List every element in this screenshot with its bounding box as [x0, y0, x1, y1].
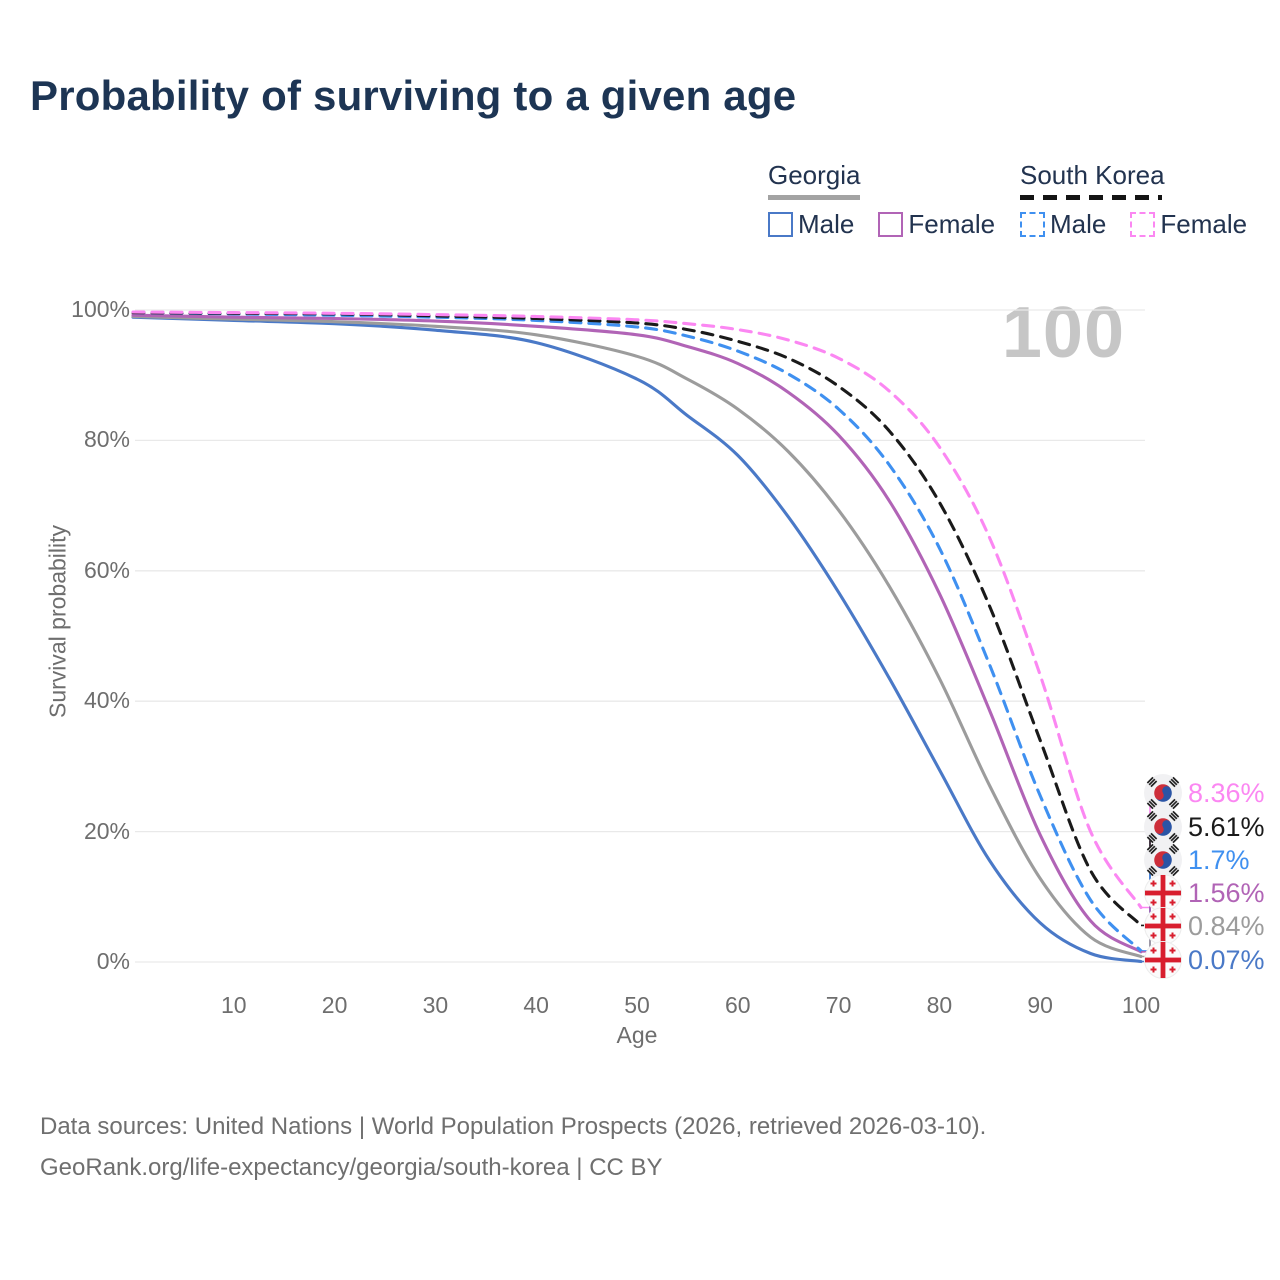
south-korea-male-swatch-icon: [1020, 212, 1045, 237]
legend-header-georgia: Georgia: [768, 160, 861, 190]
end-value: 1.56%: [1188, 877, 1265, 908]
south-korea-flag-icon: [1144, 774, 1182, 812]
georgia-flag-icon: [1144, 907, 1182, 945]
x-tick-50: 50: [624, 992, 650, 1018]
legend-group-south-korea: South Korea Male Female: [1020, 160, 1260, 240]
y-tick-60%: 60%: [83, 556, 130, 583]
x-tick-20: 20: [321, 992, 348, 1018]
series-line-georgia-female: [131, 313, 1143, 954]
legend-header-south-korea: South Korea: [1020, 160, 1165, 190]
x-tick-80: 80: [926, 992, 953, 1018]
x-axis-title: Age: [616, 1022, 658, 1048]
footer-line-2: GeoRank.org/life-expectancy/georgia/sout…: [40, 1154, 663, 1181]
series-line-south-korea-female: [131, 310, 1143, 910]
series-line-south-korea-both-sexes: [131, 311, 1143, 927]
end-value: 5.61%: [1188, 811, 1265, 842]
georgia-flag-icon: [1144, 941, 1182, 979]
page-title: Probability of surviving to a given age: [30, 72, 797, 119]
x-tick-40: 40: [523, 992, 549, 1018]
series-line-south-korea-male: [131, 311, 1143, 953]
legend-group-georgia: Georgia Male Female: [768, 160, 1008, 240]
end-label-south-korea-female: 8.36%: [1144, 774, 1265, 812]
y-tick-100%: 100%: [71, 296, 130, 322]
south-korea-flag-icon: [1144, 808, 1182, 846]
end-label-georgia-female: 1.56%: [1144, 874, 1265, 912]
x-tick-30: 30: [422, 992, 449, 1018]
legend-item-georgia-male: Male: [768, 209, 854, 240]
x-tick-90: 90: [1027, 992, 1053, 1018]
legend-item-label: Female: [908, 209, 996, 239]
legend-item-label: Female: [1160, 209, 1248, 239]
end-label-south-korea-both: 5.61%: [1144, 808, 1265, 846]
south-korea-flag-icon: [1144, 841, 1182, 879]
legend-item-label: Male: [798, 209, 855, 239]
legend-item-south-korea-male: Male: [1020, 209, 1106, 240]
series-line-georgia-both-sexes: [131, 314, 1143, 959]
x-tick-70: 70: [825, 992, 852, 1018]
south-korea-female-swatch-icon: [1130, 212, 1156, 237]
end-label-georgia-both: 0.84%: [1144, 907, 1265, 945]
end-value: 0.07%: [1188, 944, 1265, 975]
legend-underline-georgia-solid: [768, 195, 860, 200]
legend-item-south-korea-female: Female: [1130, 209, 1247, 240]
y-tick-40%: 40%: [83, 687, 130, 714]
x-tick-60: 60: [725, 992, 751, 1018]
y-tick-20%: 20%: [83, 817, 130, 844]
end-value: 1.7%: [1188, 844, 1250, 875]
footer-line-1: Data sources: United Nations | World Pop…: [40, 1113, 987, 1140]
end-label-georgia-male: 0.07%: [1144, 941, 1265, 979]
georgia-female-swatch-icon: [878, 212, 904, 237]
age-watermark: 100: [1001, 293, 1125, 373]
x-tick-100: 100: [1121, 992, 1161, 1018]
x-tick-10: 10: [221, 992, 247, 1018]
y-tick-0%: 0%: [96, 948, 130, 974]
data-sources-footer: Data sources: United Nations | World Pop…: [40, 1106, 1200, 1188]
end-value: 0.84%: [1188, 910, 1265, 941]
y-axis-title: Survival probability: [44, 524, 71, 719]
legend-underline-south-korea-dashed: [1020, 195, 1162, 200]
legend-item-georgia-female: Female: [878, 209, 995, 240]
y-tick-80%: 80%: [83, 426, 130, 453]
georgia-male-swatch-icon: [768, 212, 793, 237]
end-label-south-korea-male: 1.7%: [1144, 841, 1250, 879]
end-value: 8.36%: [1188, 777, 1265, 808]
series-line-georgia-male: [131, 315, 1143, 964]
legend-item-label: Male: [1050, 209, 1107, 239]
